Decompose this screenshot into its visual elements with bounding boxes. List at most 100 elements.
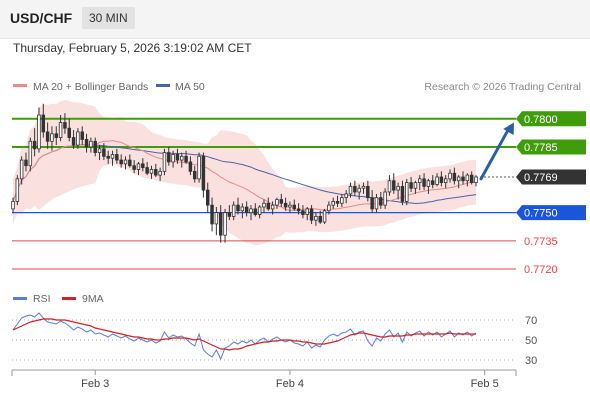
candle (383, 188, 387, 209)
candle (149, 165, 154, 179)
level-tag-0.7785: 0.7785 (516, 139, 586, 155)
rsi-ma-legend-label: 9MA (82, 293, 104, 305)
candle (405, 178, 409, 206)
candle (456, 175, 461, 189)
candle (418, 175, 422, 191)
rsi-ma-legend-swatch (62, 297, 76, 300)
candle-bear-body (71, 137, 76, 146)
candle-bear-body (409, 182, 413, 189)
candle-bull-body (426, 180, 431, 187)
candle (158, 167, 162, 181)
forecast-arrow-shaft (479, 125, 512, 181)
candle-bull-body (413, 182, 418, 189)
candle-bull-body (405, 182, 409, 202)
candle (67, 118, 71, 142)
candle-bull-body (465, 174, 470, 182)
candle (374, 193, 379, 213)
candle-bull-body (97, 148, 102, 153)
candle (335, 195, 340, 208)
candle-bear-body (452, 172, 457, 182)
candle (266, 197, 271, 211)
candle (348, 182, 353, 198)
candle (413, 180, 418, 194)
candle-bear-body (370, 197, 374, 210)
candle (270, 201, 275, 215)
candle (331, 197, 335, 209)
candle-bull-body (19, 159, 24, 180)
candle-bull-body (11, 200, 15, 210)
candle-bear-body (439, 176, 444, 184)
candle-bear-body (461, 176, 465, 182)
candle (58, 115, 63, 142)
candle-bull-body (288, 204, 292, 208)
ma50-legend-label: MA 50 (175, 81, 205, 93)
candle-bear-body (167, 152, 171, 163)
candle-bear-body (115, 154, 119, 161)
candle-bull-body (387, 180, 392, 193)
candle (396, 182, 400, 200)
candle (45, 122, 50, 149)
candle (461, 171, 465, 185)
candle-bull-body (374, 197, 379, 210)
candle-bear-body (469, 174, 474, 184)
candle (89, 137, 93, 153)
candle (84, 133, 89, 153)
candle (214, 207, 219, 236)
candle (123, 156, 128, 170)
ma50-legend-swatch (156, 84, 170, 87)
candle (469, 171, 474, 185)
rsi-tick-50: 50 (525, 335, 537, 347)
candle-bull-body (158, 170, 162, 176)
candle-bull-body (322, 210, 327, 223)
candle (205, 182, 210, 213)
candle (167, 146, 171, 166)
candle (50, 126, 54, 151)
candle (223, 208, 227, 243)
candle (175, 148, 180, 164)
candle (197, 152, 201, 183)
candle (24, 152, 28, 172)
candle-bear-body (154, 169, 158, 176)
candle-bear-body (309, 208, 314, 221)
candle (15, 175, 20, 206)
candle (314, 212, 318, 226)
bollinger-band (13, 100, 476, 246)
candle-bear-body (45, 131, 50, 142)
candle-bear-body (392, 180, 396, 191)
timeframe-badge[interactable]: 30 MIN (82, 7, 135, 29)
rsi-legend-label: RSI (33, 293, 51, 305)
candle-bear-body (335, 200, 340, 204)
candle (279, 193, 284, 208)
candle-bear-body (106, 155, 110, 159)
candle (379, 192, 383, 209)
candle (218, 205, 223, 243)
candle (128, 154, 132, 168)
last-price-label: 0.7769 (524, 172, 558, 184)
candle-bear-body (292, 204, 297, 210)
candle-bull-body (327, 204, 331, 212)
candle-bear-body (201, 155, 206, 191)
candle-bear-body (296, 208, 301, 212)
candle-bear-body (93, 140, 97, 153)
candle-bull-body (214, 212, 219, 225)
candle (71, 130, 76, 149)
level-tag-0.7800: 0.7800 (516, 111, 586, 127)
candle-bear-body (279, 199, 284, 204)
candle-bear-body (227, 212, 232, 217)
candle (262, 199, 266, 213)
candle (244, 201, 249, 217)
candle-bull-body (223, 212, 227, 236)
candle-bull-body (361, 185, 366, 189)
candle (162, 148, 167, 176)
candle (93, 137, 97, 157)
candle-bear-body (188, 161, 193, 172)
candle (80, 126, 84, 146)
candle (180, 152, 184, 168)
candle-bull-body (418, 178, 422, 184)
candle-bear-body (102, 148, 106, 157)
candle-bear-body (192, 170, 197, 180)
candle (184, 150, 188, 164)
candle (422, 173, 426, 191)
candle-bull-body (443, 178, 448, 184)
